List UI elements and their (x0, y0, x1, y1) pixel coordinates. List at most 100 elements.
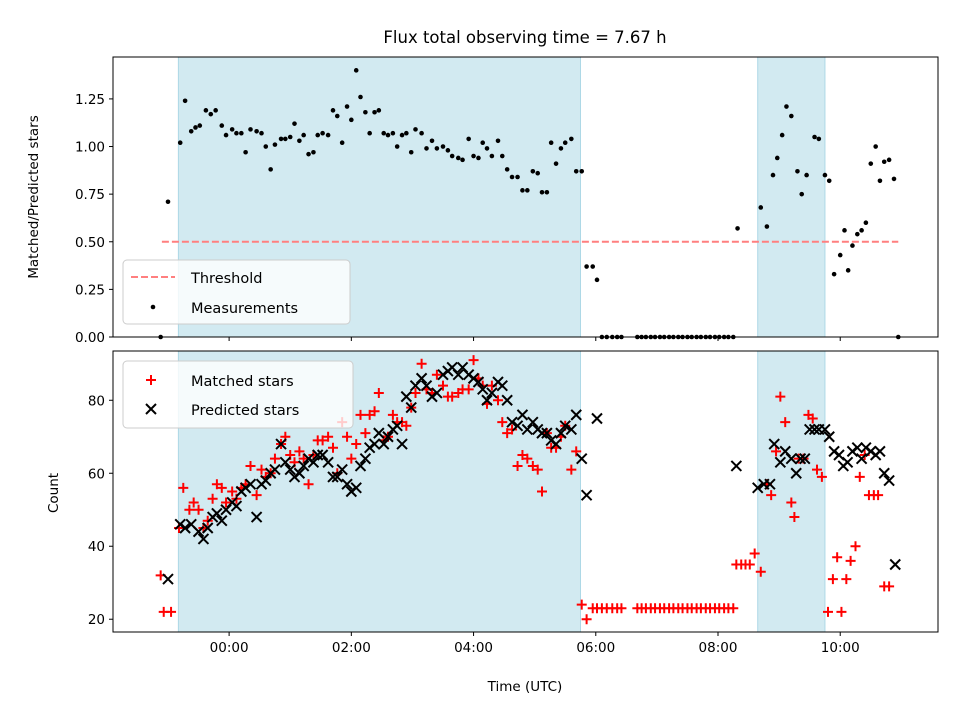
bottom-point (521, 423, 534, 436)
top-point (471, 153, 476, 159)
top-point (569, 136, 574, 142)
bottom-point (468, 355, 479, 366)
bottom-point (616, 603, 627, 614)
bottom-point (790, 467, 802, 479)
top-point (372, 109, 377, 115)
bottom-point (197, 533, 210, 545)
bottom-point (808, 423, 821, 436)
bottom-point (512, 460, 523, 471)
bottom-point (493, 395, 503, 406)
top-point (520, 188, 525, 193)
top-point (816, 136, 822, 142)
bottom-point (279, 456, 292, 469)
bottom-point (799, 452, 811, 465)
top-point (850, 243, 855, 248)
x-tick-label: 04:00 (454, 640, 493, 656)
bottom-point (559, 420, 571, 432)
bottom-point (373, 387, 384, 398)
top-point (259, 130, 264, 136)
bottom-point (878, 467, 890, 479)
bottom-point (331, 471, 343, 483)
bottom-point (162, 573, 174, 585)
bottom-observing-window (757, 350, 826, 633)
top-point (229, 127, 235, 132)
top-point (301, 132, 306, 138)
top-point (349, 117, 354, 123)
bottom-point (251, 490, 262, 501)
bottom-point (193, 504, 204, 515)
top-point (562, 140, 568, 146)
top-point (789, 113, 794, 119)
bottom-point (816, 471, 827, 482)
top-point (891, 176, 897, 182)
bottom-point (342, 431, 353, 442)
top-point (837, 252, 843, 258)
bottom-frame (112, 350, 939, 633)
bottom-point (245, 460, 256, 471)
bottom-point (294, 446, 305, 457)
bottom-point (786, 497, 797, 508)
bottom-point (416, 358, 427, 369)
top-legend-box (122, 259, 351, 325)
bottom-point (496, 379, 508, 392)
top-point (367, 130, 372, 136)
top-point (188, 128, 194, 134)
top-point (553, 161, 559, 166)
bottom-point (819, 423, 831, 436)
bottom-point (307, 456, 320, 469)
bottom-point (166, 606, 177, 617)
bottom-point (755, 566, 766, 577)
top-point (831, 271, 837, 277)
top-point (873, 144, 878, 149)
top-point (539, 189, 545, 195)
bottom-point (555, 427, 567, 439)
bottom-point (565, 423, 578, 436)
top-point (390, 130, 396, 136)
top-point (315, 132, 321, 138)
bottom-point (336, 463, 348, 476)
bottom-point (207, 493, 218, 504)
top-point (799, 191, 805, 197)
bottom-point (832, 552, 843, 563)
top-point (440, 144, 446, 149)
bottom-point (452, 369, 464, 381)
top-point (484, 146, 490, 151)
top-point (449, 153, 455, 159)
top-point (515, 174, 520, 180)
bottom-point (410, 387, 421, 398)
bottom-point (591, 412, 603, 425)
top-point (292, 121, 297, 126)
bottom-point (350, 482, 362, 494)
top-point (735, 226, 740, 231)
top-point (590, 264, 596, 269)
chart-title: Flux total observing time = 7.67 h (383, 28, 666, 47)
top-point (399, 132, 405, 138)
bottom-point (527, 416, 539, 428)
bottom-point (216, 482, 227, 493)
top-point (812, 134, 817, 140)
bottom-point (303, 479, 314, 490)
top-point (376, 108, 382, 113)
bottom-legend: Matched stars Predicted stars (122, 360, 354, 429)
bottom-point (431, 387, 443, 399)
predicted-legend-label: Predicted stars (191, 403, 299, 419)
bottom-point (269, 463, 281, 476)
top-point (548, 140, 554, 146)
top-point (455, 155, 461, 161)
bottom-point (341, 478, 353, 490)
x-tick-label: 02:00 (332, 640, 371, 656)
bottom-point (230, 500, 243, 512)
bottom-point (323, 431, 334, 442)
x-tick-label: 00:00 (210, 640, 249, 656)
top-point (311, 149, 316, 155)
top-point (404, 130, 409, 136)
top-y-tick-label: 1.25 (75, 92, 105, 108)
bottom-point (477, 383, 489, 396)
bottom-point (889, 558, 901, 571)
top-frame (112, 56, 939, 338)
top-y-tick-label: 0.75 (75, 187, 105, 203)
bottom-point (764, 478, 776, 490)
top-point (339, 140, 345, 146)
top-point (784, 104, 789, 109)
bottom-point (293, 467, 306, 479)
